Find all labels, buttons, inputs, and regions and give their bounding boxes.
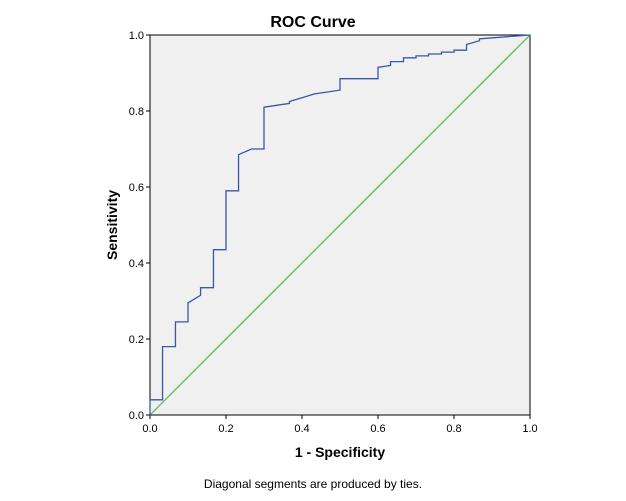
y-tick-label: 0.2 bbox=[129, 334, 144, 346]
y-tick-label: 0.0 bbox=[129, 410, 144, 422]
y-tick-label: 0.6 bbox=[129, 182, 144, 194]
roc-curve-line bbox=[149, 34, 531, 415]
x-tick-label: 0.8 bbox=[446, 423, 461, 435]
x-tick-label: 0.2 bbox=[218, 423, 233, 435]
footnote: Diagonal segments are produced by ties. bbox=[204, 477, 422, 491]
y-tick-label: 1.0 bbox=[129, 30, 144, 42]
y-tick-label: 0.8 bbox=[129, 106, 144, 118]
reference-line bbox=[149, 34, 531, 416]
x-tick-label: 0.6 bbox=[370, 423, 385, 435]
series-layer bbox=[149, 34, 531, 416]
chart-title: ROC Curve bbox=[270, 14, 355, 31]
x-axis-title: 1 - Specificity bbox=[295, 444, 385, 460]
x-tick-label: 0.0 bbox=[142, 423, 157, 435]
axis-ticks: 0.0 0.2 0.4 0.6 0.8 1.0 0.0 0.2 0.4 0.6 0.8 1.0 bbox=[129, 30, 538, 435]
x-tick-label: 0.4 bbox=[294, 423, 309, 435]
y-axis-title: Sensitivity bbox=[104, 190, 120, 260]
y-tick-label: 0.4 bbox=[129, 258, 144, 270]
x-tick-label: 1.0 bbox=[522, 423, 537, 435]
